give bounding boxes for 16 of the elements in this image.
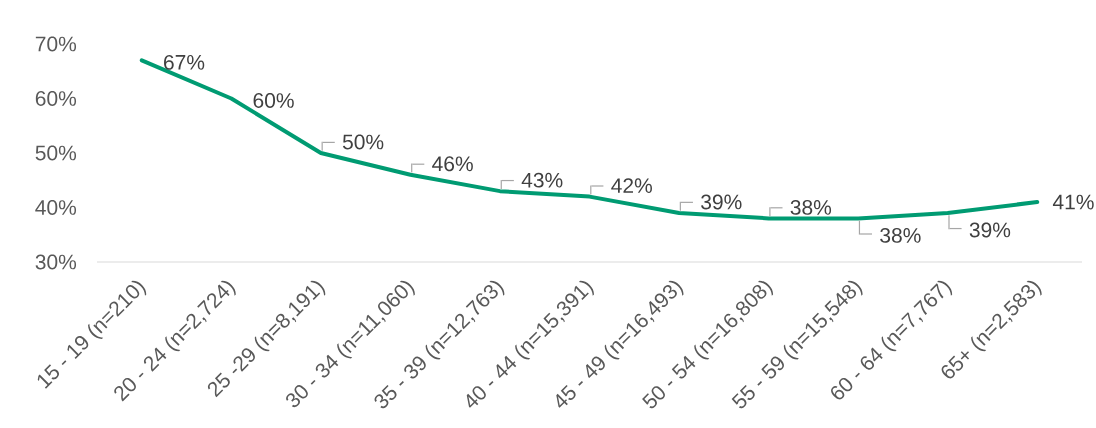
data-label: 50% bbox=[342, 134, 384, 150]
data-label: 43% bbox=[521, 172, 563, 188]
y-tick-label: 70% bbox=[35, 36, 77, 52]
data-label: 60% bbox=[253, 93, 294, 108]
y-tick-label: 30% bbox=[35, 254, 77, 270]
y-tick-label: 40% bbox=[35, 200, 77, 215]
data-label: 67% bbox=[164, 54, 205, 70]
data-label: 38% bbox=[790, 199, 832, 215]
data-label: 39% bbox=[969, 222, 1011, 238]
y-tick-label: 60% bbox=[35, 91, 77, 106]
y-tick-label: 50% bbox=[35, 145, 77, 161]
data-label: 46% bbox=[432, 156, 473, 172]
data-label: 41% bbox=[1052, 194, 1094, 210]
data-label: 39% bbox=[701, 194, 742, 210]
data-label: 42% bbox=[611, 178, 652, 193]
data-label: 38% bbox=[880, 227, 921, 243]
